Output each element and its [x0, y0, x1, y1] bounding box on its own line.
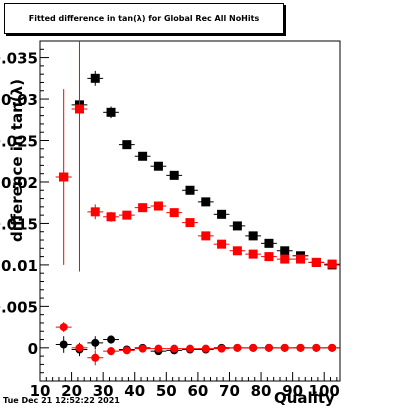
data-point	[328, 343, 337, 352]
x-tick-label: 60	[187, 382, 208, 400]
data-point	[122, 346, 131, 355]
x-tick-label: 40	[124, 382, 145, 400]
data-point	[74, 104, 84, 114]
data-point	[59, 323, 68, 332]
data-point	[186, 344, 194, 353]
data-point	[154, 344, 163, 353]
data-point	[185, 218, 195, 228]
series-3	[55, 322, 340, 366]
data-point	[217, 209, 227, 219]
data-point	[138, 203, 148, 213]
data-point	[280, 246, 290, 256]
data-point	[280, 254, 290, 264]
data-point	[153, 201, 163, 211]
series-1	[55, 41, 340, 272]
x-tick-label: 100	[309, 382, 340, 400]
y-tick-label: 0.01	[1, 257, 38, 275]
data-point	[233, 343, 242, 352]
data-point	[59, 172, 69, 182]
chart-marks	[55, 41, 340, 366]
data-point	[201, 231, 211, 241]
data-point	[248, 249, 258, 259]
x-tick-label: 70	[219, 382, 240, 400]
axis-ticks: 10 20 30 40 50 60 70 80 90 100 0 0.005 0.01 0.015 0.02…	[0, 40, 340, 400]
x-tick-label: 50	[156, 382, 177, 400]
data-point	[122, 210, 132, 220]
data-point	[185, 185, 195, 195]
y-tick-label: 0.03	[1, 91, 38, 109]
data-point	[138, 151, 148, 161]
data-point	[249, 343, 258, 352]
data-point	[248, 231, 258, 241]
data-point	[90, 73, 100, 83]
data-point	[296, 343, 305, 352]
data-point	[296, 254, 306, 264]
data-point	[201, 344, 210, 353]
data-point	[264, 343, 273, 352]
data-point	[75, 343, 84, 352]
y-tick-label: 0.02	[1, 174, 38, 192]
data-point	[107, 335, 116, 344]
x-tick-label: 20	[61, 382, 82, 400]
data-point	[91, 338, 100, 347]
data-point	[153, 161, 163, 171]
title-box: Fitted difference in tan(λ) for Global R…	[4, 3, 284, 34]
x-tick-label: 10	[30, 382, 51, 400]
x-tick-label: 80	[251, 382, 272, 400]
data-point	[170, 344, 179, 353]
data-point	[91, 353, 100, 362]
data-point	[232, 246, 242, 256]
data-point	[311, 257, 321, 267]
y-tick-label: 0.015	[0, 215, 38, 233]
data-point	[138, 344, 147, 353]
data-point	[264, 252, 274, 262]
y-tick-label: 0.005	[0, 298, 38, 316]
y-tick-label: 0	[28, 340, 38, 358]
x-axis-label: Quality	[274, 389, 335, 407]
data-point	[122, 140, 132, 150]
data-point	[169, 208, 179, 218]
data-point	[106, 107, 116, 117]
data-point	[169, 170, 179, 180]
data-point	[217, 239, 227, 249]
data-point	[232, 221, 242, 231]
data-point	[217, 344, 226, 353]
frame	[39, 40, 341, 382]
data-point	[106, 212, 116, 222]
y-tick-label: 0.035	[0, 50, 38, 68]
data-point	[90, 207, 100, 217]
data-point	[327, 259, 337, 269]
data-point	[201, 197, 211, 207]
data-point	[312, 343, 321, 352]
y-axis-label: difference in tan(λ)	[8, 79, 26, 242]
chart-title: Fitted difference in tan(λ) for Global R…	[28, 14, 260, 23]
data-point	[264, 238, 274, 248]
timestamp: Tue Dec 21 12:52:22 2021	[3, 396, 120, 405]
data-point	[280, 343, 289, 352]
data-point	[59, 340, 68, 349]
x-tick-label: 30	[93, 382, 114, 400]
x-tick-label: 90	[282, 382, 303, 400]
y-tick-label: 0.025	[0, 133, 38, 151]
data-point	[107, 347, 116, 356]
